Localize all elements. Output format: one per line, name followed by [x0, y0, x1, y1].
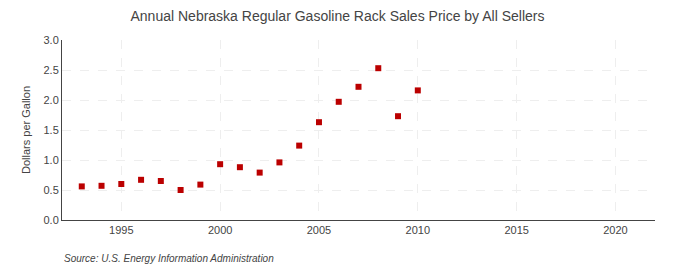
- svg-text:0.5: 0.5: [44, 184, 59, 196]
- svg-text:0.0: 0.0: [44, 214, 59, 226]
- svg-text:3.0: 3.0: [44, 34, 59, 46]
- svg-text:Dollars per Gallon: Dollars per Gallon: [20, 86, 32, 174]
- svg-text:2.0: 2.0: [44, 94, 59, 106]
- svg-text:Source: U.S. Energy Informatio: Source: U.S. Energy Information Administ…: [64, 253, 274, 264]
- svg-text:2005: 2005: [307, 224, 331, 236]
- svg-text:2000: 2000: [208, 224, 232, 236]
- svg-text:2.5: 2.5: [44, 64, 59, 76]
- svg-text:1995: 1995: [109, 224, 133, 236]
- svg-text:2020: 2020: [603, 224, 627, 236]
- svg-text:1.0: 1.0: [44, 154, 59, 166]
- svg-text:2010: 2010: [406, 224, 430, 236]
- svg-text:1.5: 1.5: [44, 124, 59, 136]
- svg-text:2015: 2015: [504, 224, 528, 236]
- svg-text:Annual Nebraska Regular Gasoli: Annual Nebraska Regular Gasoline Rack Sa…: [131, 8, 545, 24]
